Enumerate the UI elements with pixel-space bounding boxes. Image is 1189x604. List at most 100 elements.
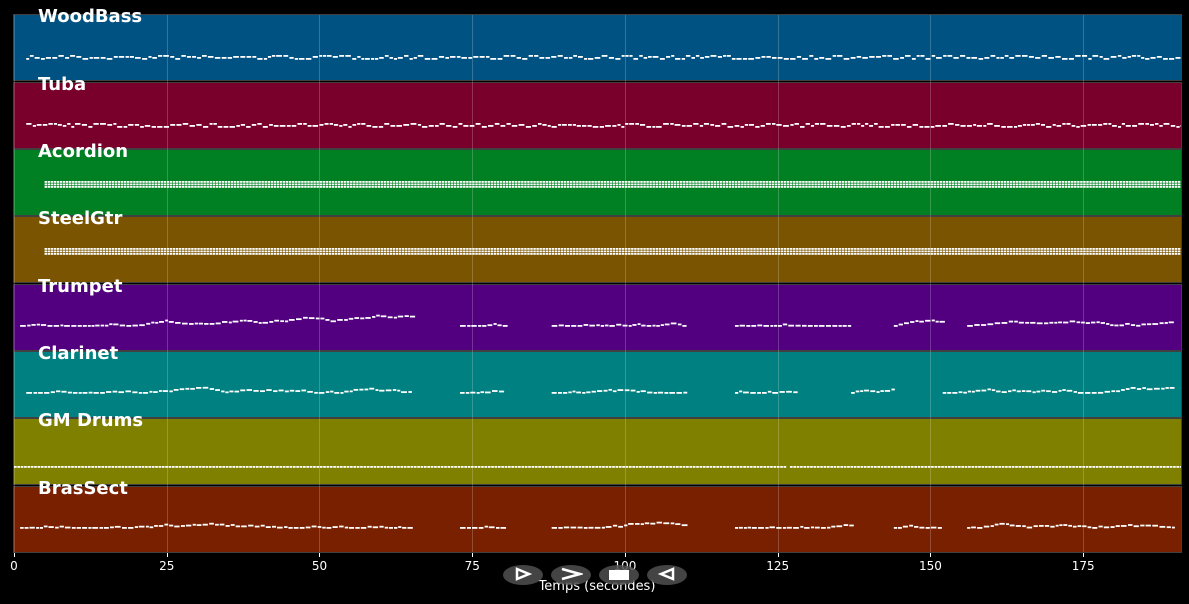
note	[1028, 183, 1031, 186]
note	[1101, 253, 1105, 255]
note	[380, 248, 384, 250]
note	[933, 253, 936, 255]
note	[713, 253, 717, 255]
note	[157, 248, 161, 250]
note	[1087, 124, 1091, 126]
note	[316, 181, 319, 183]
note	[524, 250, 527, 253]
note	[127, 248, 130, 250]
note	[783, 181, 787, 183]
note	[270, 253, 274, 255]
note	[551, 56, 557, 58]
note	[924, 186, 927, 188]
note	[521, 250, 524, 253]
note	[1116, 181, 1120, 183]
note	[676, 392, 682, 394]
note	[88, 527, 92, 529]
note	[640, 181, 643, 183]
rewind-button[interactable]	[647, 565, 687, 585]
note	[114, 181, 118, 183]
note	[65, 57, 70, 59]
note	[872, 181, 875, 183]
note	[65, 183, 69, 186]
note	[346, 250, 350, 253]
note	[835, 248, 839, 250]
note	[628, 325, 632, 327]
note	[264, 248, 267, 250]
note	[1074, 181, 1077, 183]
note	[343, 248, 347, 250]
note	[621, 55, 625, 57]
note	[111, 253, 115, 255]
note	[336, 466, 340, 468]
note	[64, 325, 70, 327]
note	[145, 186, 148, 188]
note	[252, 181, 255, 183]
note	[848, 250, 851, 253]
note	[631, 181, 634, 183]
note	[707, 253, 710, 255]
note	[1025, 466, 1028, 468]
note	[233, 248, 237, 250]
note	[951, 181, 955, 183]
note	[575, 466, 578, 468]
note	[99, 253, 102, 255]
note	[1008, 320, 1014, 323]
note	[786, 253, 790, 255]
note	[343, 250, 347, 253]
note	[456, 181, 460, 183]
note	[395, 248, 399, 250]
note	[1159, 466, 1163, 468]
note	[545, 181, 549, 183]
note	[24, 466, 27, 468]
note	[800, 126, 805, 128]
note	[896, 248, 900, 250]
note	[26, 392, 33, 394]
play-button[interactable]	[503, 565, 543, 585]
note	[753, 248, 756, 250]
note-layer	[44, 248, 1181, 255]
note	[172, 253, 176, 255]
forward-button[interactable]	[551, 565, 591, 585]
note	[1049, 181, 1053, 183]
note	[298, 183, 301, 186]
note	[967, 183, 970, 186]
note	[414, 181, 417, 183]
note	[1168, 58, 1175, 60]
note	[826, 253, 830, 255]
note	[1000, 57, 1004, 59]
stop-button[interactable]	[599, 565, 639, 585]
note	[991, 181, 995, 183]
note	[68, 250, 72, 253]
note	[577, 526, 583, 529]
note	[37, 466, 41, 468]
note	[194, 248, 197, 250]
note	[602, 466, 605, 468]
note	[326, 527, 332, 529]
note	[475, 186, 478, 188]
note	[196, 124, 202, 126]
note	[997, 250, 1001, 253]
note	[1135, 186, 1138, 188]
note	[655, 466, 659, 468]
note	[478, 181, 481, 183]
note	[999, 522, 1005, 525]
note	[295, 250, 298, 253]
note	[1015, 466, 1018, 468]
note	[676, 250, 680, 253]
note	[622, 466, 625, 468]
note	[1058, 181, 1062, 183]
note	[252, 248, 255, 250]
note	[939, 248, 943, 250]
note	[72, 392, 78, 394]
note	[117, 126, 123, 128]
note	[796, 253, 799, 255]
note	[502, 250, 506, 253]
note	[219, 523, 225, 526]
note	[1009, 181, 1013, 183]
note	[658, 250, 662, 253]
note	[521, 248, 524, 250]
note	[640, 390, 646, 393]
note	[774, 183, 778, 186]
note	[802, 183, 805, 186]
